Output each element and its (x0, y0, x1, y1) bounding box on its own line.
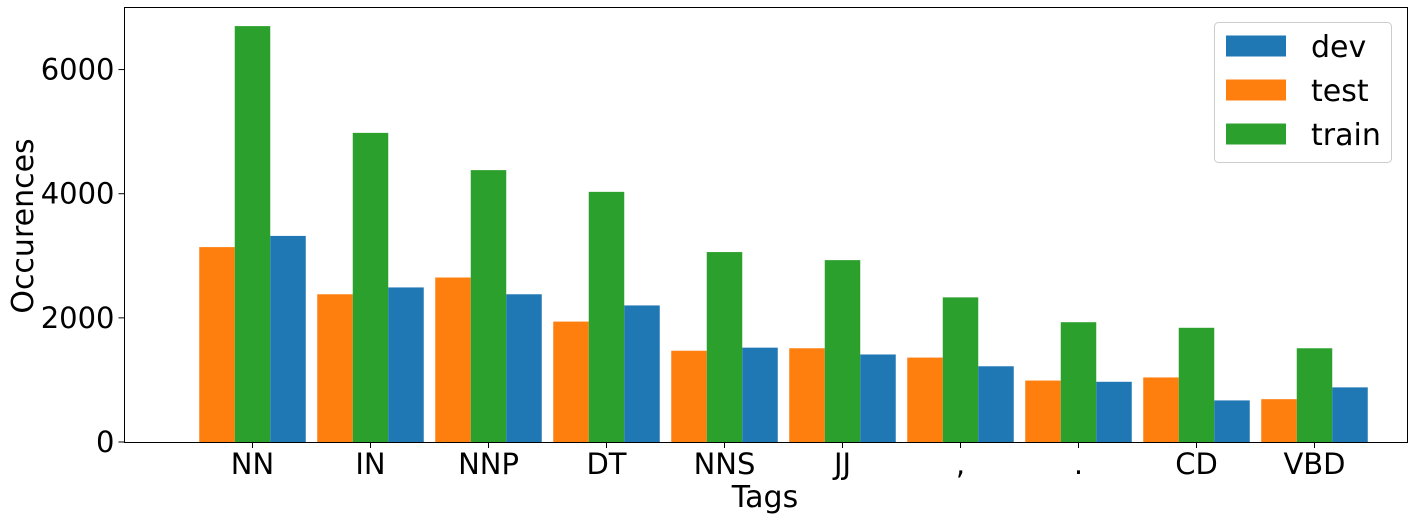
y-tick-label: 2000 (41, 301, 115, 335)
bar-test-3 (553, 321, 589, 442)
bar-train-4 (706, 252, 743, 442)
legend-swatch-dev (1226, 35, 1286, 57)
x-tick-label: NNS (694, 447, 756, 481)
bar-train-9 (1296, 348, 1333, 442)
x-tick-label: JJ (832, 447, 851, 481)
x-tick-label: IN (355, 447, 385, 481)
legend-swatch-test (1226, 79, 1286, 101)
bars-group (199, 26, 1368, 443)
bar-train-5 (824, 260, 861, 442)
bar-dev-3 (624, 305, 660, 442)
bar-train-1 (352, 132, 389, 442)
y-tick-label: 0 (96, 425, 114, 459)
bar-train-3 (588, 191, 625, 442)
x-tick-label: DT (586, 447, 626, 481)
x-tick-label: NN (231, 447, 274, 481)
y-axis: 0 2000 4000 6000 (41, 53, 125, 459)
bar-dev-5 (860, 354, 896, 442)
y-axis-label: Occurences (6, 138, 41, 313)
plot-frame (124, 7, 1408, 443)
legend: dev test train (1214, 22, 1392, 163)
bar-train-2 (470, 170, 507, 442)
x-tick-label: , (956, 447, 965, 481)
bar-dev-4 (742, 347, 778, 442)
y-tick-label: 6000 (41, 53, 115, 87)
bar-test-5 (789, 348, 825, 442)
legend-label-train: train (1311, 118, 1381, 153)
bar-dev-1 (388, 287, 424, 442)
bar-dev-7 (1096, 381, 1132, 442)
x-tick-label: NNP (458, 447, 519, 481)
bar-dev-8 (1214, 400, 1250, 442)
bar-dev-6 (978, 366, 1014, 442)
bar-test-0 (199, 247, 235, 442)
x-tick-label: CD (1175, 447, 1218, 481)
legend-label-dev: dev (1311, 30, 1366, 65)
bar-dev-9 (1332, 387, 1368, 442)
bar-train-6 (942, 297, 979, 442)
x-axis-label: Tags (731, 480, 798, 515)
x-tick-label: VBD (1283, 447, 1345, 481)
bar-test-8 (1143, 377, 1179, 442)
legend-swatch-train (1226, 123, 1286, 145)
legend-label-test: test (1311, 74, 1369, 109)
x-axis: NN IN NNP DT NNS JJ,. CD VBD (231, 442, 1346, 481)
bar-dev-0 (270, 235, 306, 442)
bar-dev-2 (506, 294, 542, 442)
bar-test-4 (671, 350, 707, 442)
y-tick-label: 4000 (41, 177, 115, 211)
bar-train-7 (1060, 322, 1097, 442)
bar-test-1 (317, 294, 353, 442)
bar-train-8 (1178, 327, 1215, 442)
bar-test-2 (435, 277, 471, 442)
bar-test-7 (1025, 380, 1061, 442)
bar-test-6 (907, 357, 943, 442)
bar-train-0 (234, 26, 271, 443)
bar-test-9 (1261, 399, 1297, 442)
x-tick-label: . (1074, 447, 1083, 481)
